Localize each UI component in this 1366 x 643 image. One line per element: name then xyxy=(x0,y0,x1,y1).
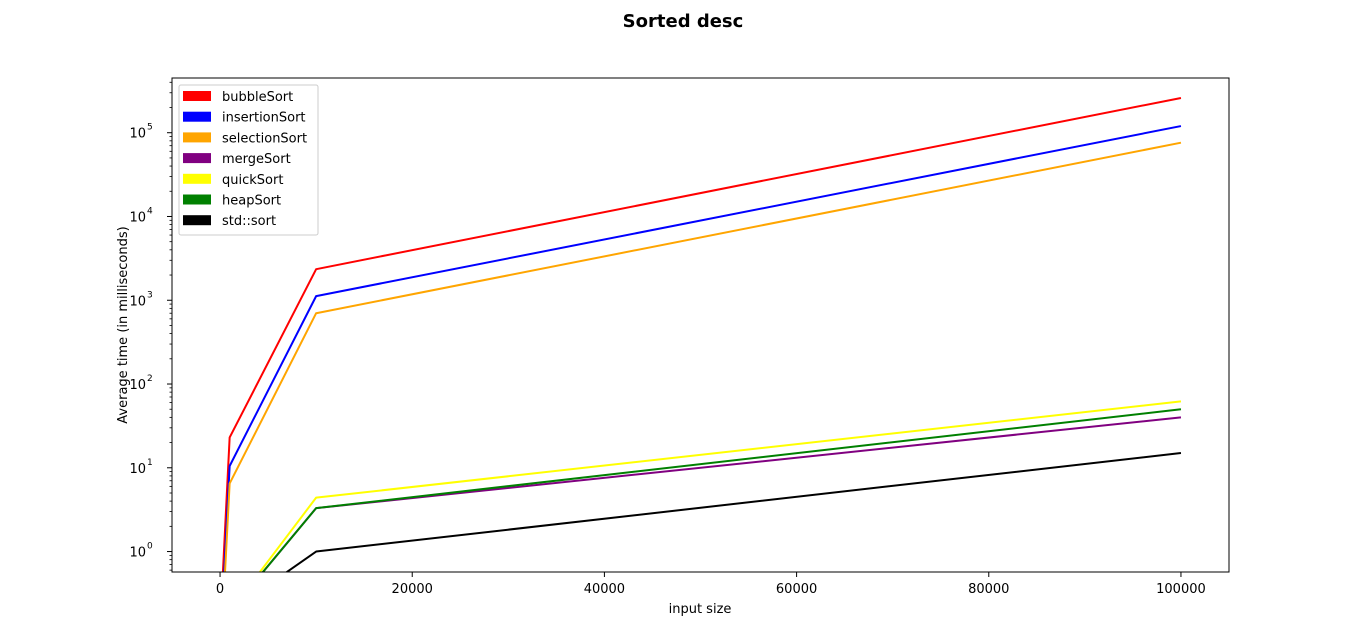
y-tick-exponent: 1 xyxy=(147,458,153,468)
x-axis: 0 20000 40000 60000 80000 100000 xyxy=(216,572,1206,597)
y-tick-label: 10 xyxy=(129,127,146,142)
legend-swatch xyxy=(183,153,211,163)
chart-title: Sorted desc xyxy=(623,11,744,32)
x-tick-label: 80000 xyxy=(968,582,1009,597)
legend-label: selectionSort xyxy=(222,131,307,146)
plot-frame xyxy=(172,78,1229,572)
series-line-2 xyxy=(220,143,1181,643)
x-tick-label: 20000 xyxy=(392,582,433,597)
series-line-5 xyxy=(220,409,1181,612)
y-tick-exponent: 2 xyxy=(147,374,153,384)
y-tick-label: 10 xyxy=(129,462,146,477)
legend-label: bubbleSort xyxy=(222,90,293,105)
x-tick-label: 40000 xyxy=(584,582,625,597)
x-tick-label: 0 xyxy=(216,582,224,597)
series-line-0 xyxy=(220,98,1181,612)
y-tick-label: 10 xyxy=(129,294,146,309)
legend-swatch xyxy=(183,91,211,101)
y-tick-exponent: 0 xyxy=(147,542,153,552)
legend-swatch xyxy=(183,112,211,122)
legend-swatch xyxy=(183,174,211,184)
x-axis-label: input size xyxy=(669,602,732,617)
series-line-3 xyxy=(220,417,1181,612)
y-tick-exponent: 4 xyxy=(147,206,153,216)
y-tick-exponent: 3 xyxy=(147,290,153,300)
y-tick-label: 10 xyxy=(129,378,146,393)
legend-label: mergeSort xyxy=(222,152,291,167)
legend: bubbleSort insertionSort selectionSort merg… xyxy=(179,85,318,235)
legend-label: insertionSort xyxy=(222,111,306,126)
legend-label: std::sort xyxy=(222,214,276,229)
legend-label: quickSort xyxy=(222,173,283,188)
legend-swatch xyxy=(183,215,211,225)
legend-label: heapSort xyxy=(222,194,281,209)
x-tick-label: 100000 xyxy=(1156,582,1206,597)
legend-swatch xyxy=(183,132,211,142)
legend-swatch xyxy=(183,195,211,205)
x-tick-label: 60000 xyxy=(776,582,817,597)
y-tick-exponent: 5 xyxy=(147,123,153,133)
y-axis-label: Average time (in milliseconds) xyxy=(116,226,131,423)
series-line-1 xyxy=(220,126,1181,635)
y-tick-label: 10 xyxy=(129,546,146,561)
y-tick-label: 10 xyxy=(129,210,146,225)
plot-area xyxy=(220,98,1181,643)
series-line-6 xyxy=(220,453,1181,612)
